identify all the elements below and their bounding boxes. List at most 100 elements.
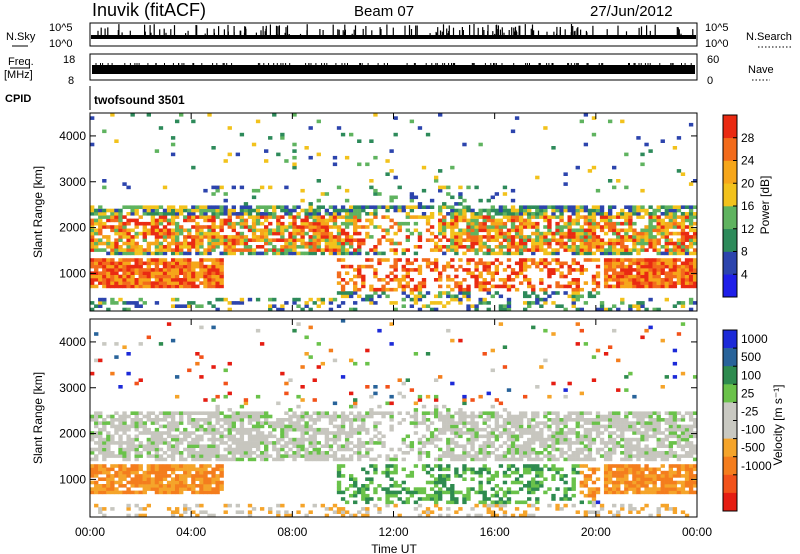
velocity-cell [166, 487, 172, 491]
velocity-cell [110, 487, 115, 491]
velocity-cell [425, 427, 431, 432]
power-cell [377, 287, 382, 292]
power-cell [612, 264, 617, 269]
power-cell [195, 205, 200, 209]
power-cell [603, 278, 609, 282]
power-cell [591, 241, 597, 246]
power-ylabel: Slant Range [km] [31, 166, 45, 258]
velocity-cell [336, 427, 342, 432]
power-cell [502, 235, 508, 239]
velocity-cell [207, 437, 212, 442]
power-cell [389, 271, 394, 275]
velocity-cell [522, 464, 528, 468]
power-cell [587, 228, 593, 233]
power-cell [567, 248, 572, 252]
power-cell [219, 261, 224, 266]
noise-spike [196, 25, 198, 37]
power-cell [170, 241, 176, 246]
power-cell [276, 205, 281, 209]
power-cell [255, 297, 261, 302]
velocity-cell [118, 447, 123, 452]
power-cell [470, 218, 475, 223]
velocity-cell [150, 470, 156, 475]
power-cell [612, 221, 617, 226]
velocity-cell [433, 484, 439, 488]
noise-spike [649, 30, 651, 37]
velocity-cell [154, 418, 160, 422]
power-cell [385, 159, 390, 163]
power-cell [365, 264, 370, 269]
power-cell [166, 274, 172, 279]
velocity-cell [134, 464, 139, 468]
power-cell [688, 182, 694, 186]
velocity-cell [179, 451, 184, 455]
power-cell [587, 251, 593, 256]
power-cell [446, 245, 451, 249]
velocity-cell [94, 447, 99, 452]
velocity-cell [433, 434, 439, 439]
power-cell [158, 231, 164, 236]
power-cell [118, 281, 123, 285]
power-cell [688, 301, 694, 305]
power-cell [551, 271, 556, 275]
velocity-cell [450, 497, 455, 501]
velocity-cell [446, 447, 451, 452]
velocity-cell [413, 424, 419, 429]
velocity-cell [340, 444, 346, 448]
power-cell [361, 205, 366, 209]
velocity-cell [373, 490, 378, 495]
power-cell [300, 307, 305, 312]
power-cell [98, 208, 103, 213]
power-cell [328, 238, 334, 242]
power-cell [369, 179, 374, 183]
velocity-cell [490, 411, 495, 415]
velocity-cell [138, 480, 143, 485]
velocity-cell [158, 487, 164, 491]
power-cell [510, 251, 516, 256]
power-cell [510, 205, 516, 209]
power-cell [90, 212, 95, 216]
power-cell [154, 284, 160, 289]
velocity-cell [122, 467, 127, 472]
velocity-cell [94, 421, 99, 425]
power-cell [300, 228, 305, 233]
velocity-cell [340, 513, 346, 518]
power-cell [478, 221, 483, 226]
power-cell [506, 278, 512, 282]
velocity-cell [328, 414, 334, 419]
power-cell [478, 258, 483, 262]
velocity-cell [442, 421, 447, 425]
noise-spike [218, 26, 220, 37]
velocity-cell [118, 490, 123, 495]
velocity-cell [417, 451, 423, 455]
power-cell [324, 231, 330, 236]
velocity-cell [373, 434, 378, 439]
velocity-cell [336, 467, 342, 472]
velocity-cell [340, 414, 346, 419]
power-cell [482, 215, 487, 219]
power-cell [640, 278, 645, 282]
power-cell [259, 221, 265, 226]
power-cell [656, 264, 661, 269]
power-cell [676, 221, 682, 226]
velocity-cell [353, 398, 358, 402]
power-cell [158, 218, 164, 223]
power-cell [369, 235, 374, 239]
power-cell [344, 235, 350, 239]
velocity-cell [102, 447, 107, 452]
power-cell [150, 228, 156, 233]
noise-spike [577, 27, 579, 37]
velocity-cell [361, 421, 366, 425]
power-cell [506, 238, 512, 242]
velocity-cell [195, 434, 200, 439]
power-cell [450, 231, 455, 236]
power-cell [397, 208, 402, 213]
noise-spike [319, 29, 321, 37]
velocity-cell [486, 424, 491, 429]
velocity-cell [235, 503, 241, 508]
velocity-cell [510, 421, 516, 425]
velocity-cell [276, 447, 281, 452]
power-cell [652, 281, 657, 285]
power-cell [640, 238, 645, 242]
velocity-cell [535, 467, 540, 472]
